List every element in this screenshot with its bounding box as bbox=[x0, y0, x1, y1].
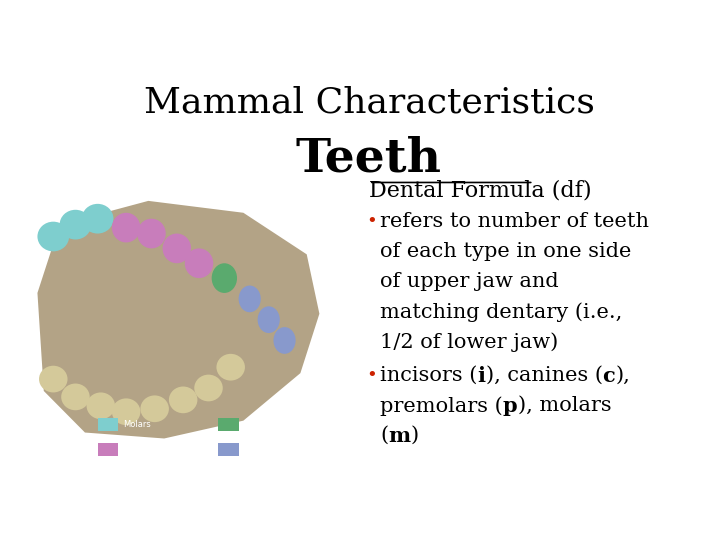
Text: ): ) bbox=[410, 426, 418, 445]
Bar bbox=[98, 418, 118, 431]
Ellipse shape bbox=[60, 210, 91, 240]
Text: of each type in one side: of each type in one side bbox=[380, 242, 631, 261]
Text: Incisors: Incisors bbox=[243, 446, 276, 454]
Text: (: ( bbox=[380, 426, 388, 445]
Ellipse shape bbox=[112, 399, 140, 425]
Bar bbox=[218, 443, 238, 456]
Text: ), canines (: ), canines ( bbox=[485, 366, 603, 385]
Ellipse shape bbox=[61, 383, 90, 410]
Text: Mammal Characteristics: Mammal Characteristics bbox=[143, 85, 595, 119]
Text: i: i bbox=[477, 366, 485, 386]
Ellipse shape bbox=[258, 306, 280, 333]
Ellipse shape bbox=[238, 286, 261, 312]
Ellipse shape bbox=[212, 263, 237, 293]
Ellipse shape bbox=[112, 213, 140, 242]
Ellipse shape bbox=[163, 233, 191, 263]
Text: c: c bbox=[603, 366, 616, 386]
Text: ), molars: ), molars bbox=[518, 396, 611, 415]
Bar bbox=[98, 443, 118, 456]
Ellipse shape bbox=[274, 327, 296, 354]
Ellipse shape bbox=[82, 204, 114, 233]
Ellipse shape bbox=[86, 393, 115, 419]
Ellipse shape bbox=[138, 219, 166, 248]
Text: •: • bbox=[366, 366, 377, 384]
Ellipse shape bbox=[217, 354, 245, 381]
Text: premolars (: premolars ( bbox=[380, 396, 503, 416]
Text: ),: ), bbox=[616, 366, 630, 385]
Polygon shape bbox=[37, 201, 320, 438]
Ellipse shape bbox=[37, 221, 69, 252]
Ellipse shape bbox=[185, 248, 213, 278]
Text: 1/2 of lower jaw): 1/2 of lower jaw) bbox=[380, 332, 559, 352]
Text: Molars: Molars bbox=[123, 420, 150, 429]
Text: Premolars: Premolars bbox=[123, 446, 165, 454]
Ellipse shape bbox=[140, 395, 169, 422]
Text: refers to number of teeth: refers to number of teeth bbox=[380, 212, 649, 232]
Text: •: • bbox=[366, 212, 377, 231]
Text: Dental Formula (df): Dental Formula (df) bbox=[369, 179, 592, 201]
Ellipse shape bbox=[194, 375, 222, 401]
Text: Canine: Canine bbox=[243, 420, 273, 429]
Text: incisors (: incisors ( bbox=[380, 366, 477, 385]
Ellipse shape bbox=[39, 366, 68, 393]
Text: m: m bbox=[388, 426, 410, 446]
Text: Teeth: Teeth bbox=[296, 136, 442, 181]
Ellipse shape bbox=[169, 387, 197, 413]
Text: p: p bbox=[503, 396, 518, 416]
Text: matching dentary (i.e.,: matching dentary (i.e., bbox=[380, 302, 622, 322]
Bar bbox=[218, 418, 238, 431]
Text: of upper jaw and: of upper jaw and bbox=[380, 272, 559, 291]
